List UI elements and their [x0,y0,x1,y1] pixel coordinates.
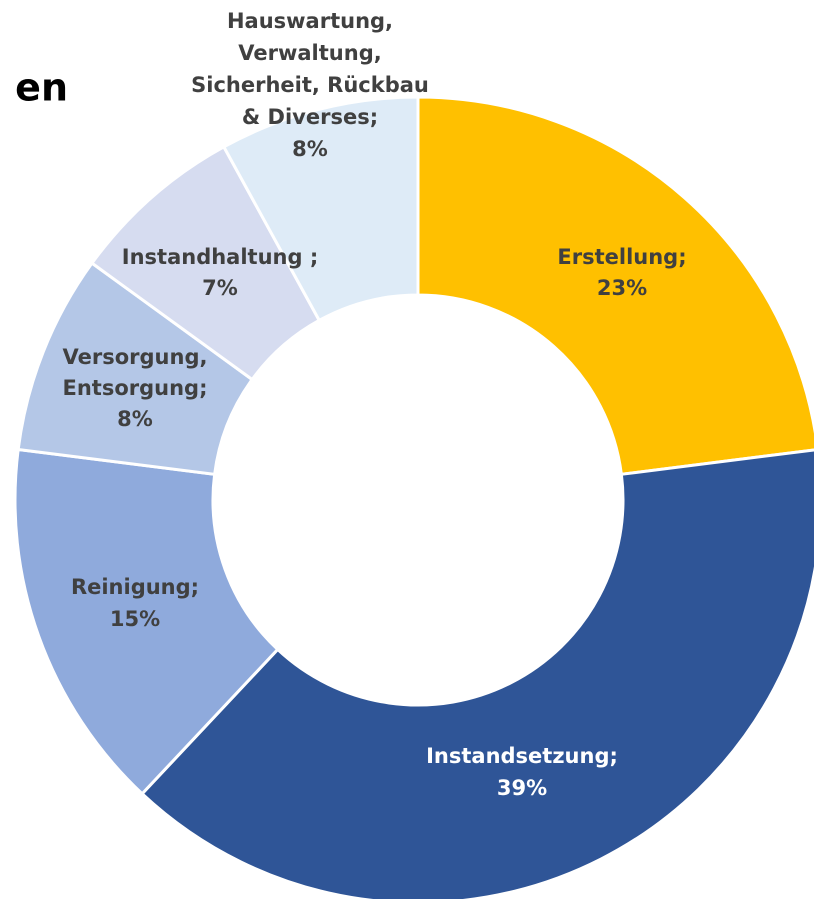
category-label: Instandhaltung ; [122,245,318,269]
category-label: Sicherheit, Rückbau [191,73,429,97]
slice-label: Hauswartung, Verwaltung, Sicherheit, Rückb… [191,9,429,161]
slice-label: Reinigung; 15% [71,575,199,631]
value-label: 8% [292,137,328,161]
slice-label: Instandsetzung; 39% [426,744,618,800]
value-label: 23% [597,276,647,300]
slice-label: Versorgung, Entsorgung; 8% [63,345,208,431]
donut-slice [416,95,814,476]
donut-slice [221,95,420,323]
chart-title: en [15,66,68,110]
category-label: Erstellung; [557,245,686,269]
slice-label: Instandhaltung ; 7% [122,245,318,300]
value-label: 15% [110,607,160,631]
donut-slice [140,448,814,899]
value-label: 7% [202,276,238,300]
category-label: Versorgung, [63,345,208,369]
value-label: 8% [117,407,153,431]
slice-label: Erstellung; 23% [557,245,686,300]
category-label: Verwaltung, [238,41,381,65]
donut-slice [13,447,280,796]
category-label: Instandsetzung; [426,744,618,768]
category-label: Hauswartung, [227,9,393,33]
category-label: & Diverses; [242,105,378,129]
category-label: Reinigung; [71,575,199,599]
category-label: Entsorgung; [63,376,208,400]
value-label: 39% [497,776,547,800]
